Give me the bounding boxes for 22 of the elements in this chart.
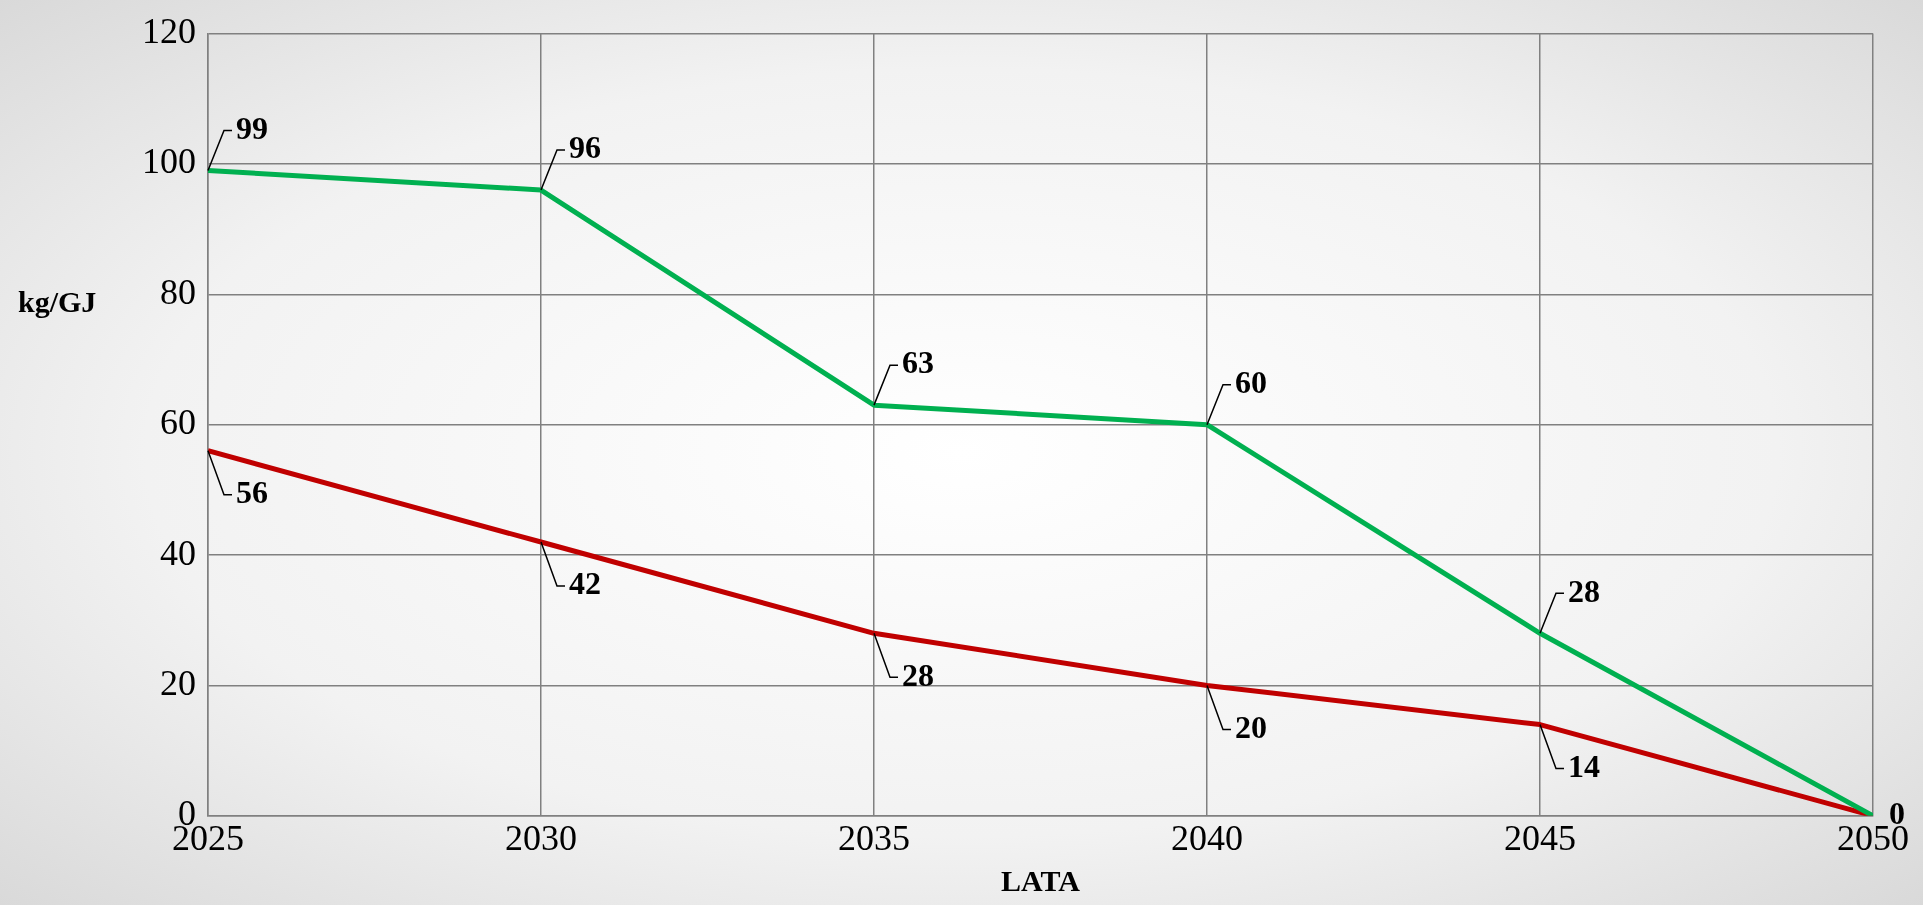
y-tick-label: 20 [160, 662, 196, 703]
data-label: 63 [902, 344, 934, 381]
data-label: 60 [1235, 363, 1267, 400]
data-label: 28 [902, 656, 934, 693]
x-tick-label: 2045 [1504, 817, 1576, 858]
data-label: 20 [1235, 708, 1267, 745]
x-axis-title: LATA [1001, 863, 1081, 897]
y-tick-label: 40 [160, 532, 196, 573]
y-tick-label: 100 [142, 141, 196, 182]
data-label: 14 [1568, 747, 1600, 784]
x-tick-label: 2030 [505, 817, 577, 858]
x-tick-label: 2040 [1171, 817, 1243, 858]
data-label: 42 [569, 565, 601, 602]
data-label: 28 [1568, 572, 1600, 609]
y-tick-label: 80 [160, 271, 196, 312]
y-tick-label: 120 [142, 11, 196, 52]
data-label: 99 [236, 109, 268, 146]
y-tick-label: 60 [160, 402, 196, 443]
y-axis-title: kg/GJ [18, 285, 97, 319]
data-label: 56 [236, 474, 268, 511]
x-tick-label: 2035 [838, 817, 910, 858]
data-label: 96 [569, 129, 601, 166]
